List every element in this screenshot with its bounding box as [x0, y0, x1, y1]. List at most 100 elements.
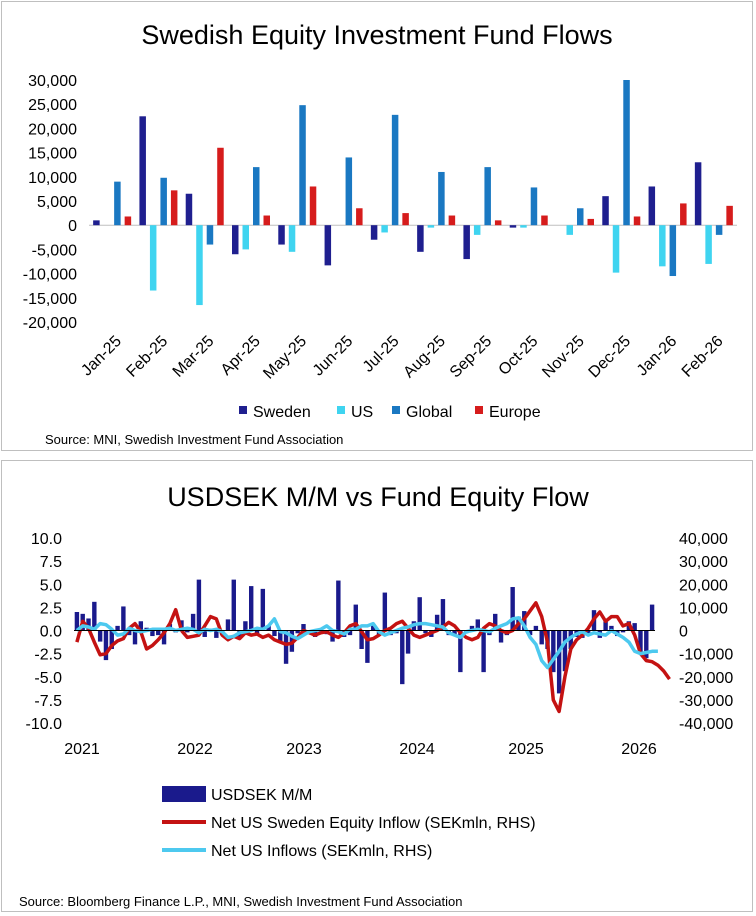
usdsek-bar — [365, 630, 370, 663]
bar-global-dec-25 — [623, 80, 630, 226]
legend-item-sweden-equity-inflow: Net US Sweden Equity Inflow (SEKmln, RHS… — [162, 815, 536, 832]
bar-europe-jun-25 — [356, 208, 363, 226]
usdsek-bar — [121, 606, 126, 631]
bar-global-aug-25 — [438, 171, 445, 226]
usdsek-bar — [423, 630, 428, 634]
bar-us-feb-26 — [705, 225, 712, 264]
usdsek-bar — [382, 592, 388, 631]
usdsek-bar — [562, 630, 568, 672]
bar-sweden-aug-25 — [417, 225, 424, 252]
bar-global-oct-25 — [530, 187, 538, 226]
usdsek-bar — [498, 630, 504, 643]
bar-us-jul-25 — [381, 225, 388, 233]
bar-global-nov-25 — [577, 208, 584, 226]
legend-swatch — [475, 406, 483, 414]
bar-global-jan-26 — [669, 225, 677, 277]
left-y-tick-label: -7.5 — [34, 693, 62, 710]
usdsek-bar — [150, 630, 155, 637]
legend-item-global: Global — [392, 404, 452, 421]
y-tick-label: -10,000 — [23, 267, 77, 284]
bar-europe-dec-25 — [633, 216, 641, 226]
bar-europe-jul-25 — [402, 213, 409, 226]
bar-sweden-apr-25 — [232, 225, 239, 255]
legend-swatch — [392, 406, 400, 414]
usdsek-bar — [400, 630, 405, 685]
usdsek-bar — [103, 630, 109, 661]
usdsek-bar — [632, 623, 637, 631]
x-tick-label: Jul-25 — [360, 333, 403, 376]
usdsek-bar — [92, 601, 97, 631]
usdsek-bar — [585, 630, 591, 636]
x-tick-label: 2025 — [508, 741, 544, 758]
y-tick-label: 25,000 — [28, 97, 77, 114]
chart-title: USDSEK M/M vs Fund Equity Flow — [167, 482, 589, 512]
bar-europe-may-25 — [309, 186, 317, 226]
x-tick-label: Apr-25 — [218, 333, 264, 379]
legend-label: Net US Sweden Equity Inflow (SEKmln, RHS… — [211, 815, 536, 832]
legend-item-usdsek: USDSEK M/M — [162, 786, 312, 804]
right-y-tick-label: 0 — [679, 624, 688, 641]
usdsek-bar — [295, 630, 300, 634]
bar-global-feb-26 — [715, 225, 723, 235]
fund-flows-chart: Swedish Equity Investment Fund Flows 30,… — [23, 20, 737, 447]
usdsek-bar — [109, 630, 114, 649]
usdsek-bar — [74, 612, 80, 631]
x-tick-label: 2026 — [621, 741, 657, 758]
bar-global-jul-25 — [391, 114, 399, 226]
bar-sweden-jun-25 — [324, 225, 332, 266]
x-tick-label: Feb-26 — [679, 333, 727, 381]
usdsek-bar — [97, 630, 103, 642]
x-tick-label: Nov-25 — [539, 333, 588, 382]
right-y-tick-label: 10,000 — [679, 600, 728, 617]
usdsek-bar — [475, 619, 480, 631]
usdsek-bar — [336, 580, 341, 631]
left-y-tick-label: 7.5 — [40, 554, 62, 571]
x-tick-label: Jun-25 — [310, 333, 357, 380]
usdsek-bar — [283, 630, 289, 664]
legend-label: Europe — [489, 404, 541, 421]
sweden-equity-inflow-line — [75, 601, 671, 714]
x-tick-label: 2023 — [286, 741, 322, 758]
usdsek-bar — [132, 630, 138, 645]
bar-us-nov-25 — [566, 225, 573, 235]
usdsek-bar — [609, 625, 614, 631]
usdsek-bar — [452, 630, 457, 636]
usdsek-bar — [527, 630, 533, 636]
usdsek-bar — [638, 630, 643, 652]
legend-item-sweden: Sweden — [239, 404, 311, 421]
bar-us-jan-26 — [659, 225, 666, 267]
usdsek-bar — [551, 630, 556, 673]
usdsek-bar — [405, 630, 411, 654]
y-tick-label: 0 — [68, 218, 77, 235]
legend-item-us: US — [337, 404, 373, 421]
usdsek-bar — [620, 630, 626, 633]
usdsek-bar — [353, 604, 358, 631]
y-tick-label: -5,000 — [32, 242, 77, 259]
usdsek-bar — [266, 625, 271, 631]
x-tick-label: May-25 — [260, 333, 310, 383]
legend-label: Sweden — [253, 404, 311, 421]
bar-sweden-feb-26 — [694, 162, 702, 226]
x-tick-label: Oct-25 — [496, 333, 542, 379]
bar-us-may-25 — [288, 225, 296, 252]
legend-label: US — [351, 404, 373, 421]
left-y-tick-label: 0.0 — [40, 624, 62, 641]
right-y-tick-label: -20,000 — [679, 670, 733, 687]
usdsek-bar — [185, 630, 190, 633]
bar-sweden-jan-26 — [648, 186, 656, 226]
y-tick-label: -15,000 — [23, 291, 77, 308]
usdsek-bar — [138, 621, 144, 631]
bar-global-jan-25 — [114, 181, 121, 226]
usdsek-bar — [481, 630, 486, 673]
x-tick-label: 2021 — [64, 741, 100, 758]
chart-title: Swedish Equity Investment Fund Flows — [141, 20, 612, 50]
bar-global-may-25 — [299, 105, 306, 226]
usdsek-bar — [214, 630, 219, 638]
right-y-tick-label: -30,000 — [679, 693, 733, 710]
bar-europe-mar-25 — [217, 147, 224, 226]
bar-us-feb-25 — [149, 225, 157, 291]
usdsek-bar — [301, 624, 306, 631]
legend-item-europe: Europe — [475, 404, 541, 421]
right-y-tick-label: 30,000 — [679, 554, 728, 571]
y-tick-label: 15,000 — [28, 146, 77, 163]
